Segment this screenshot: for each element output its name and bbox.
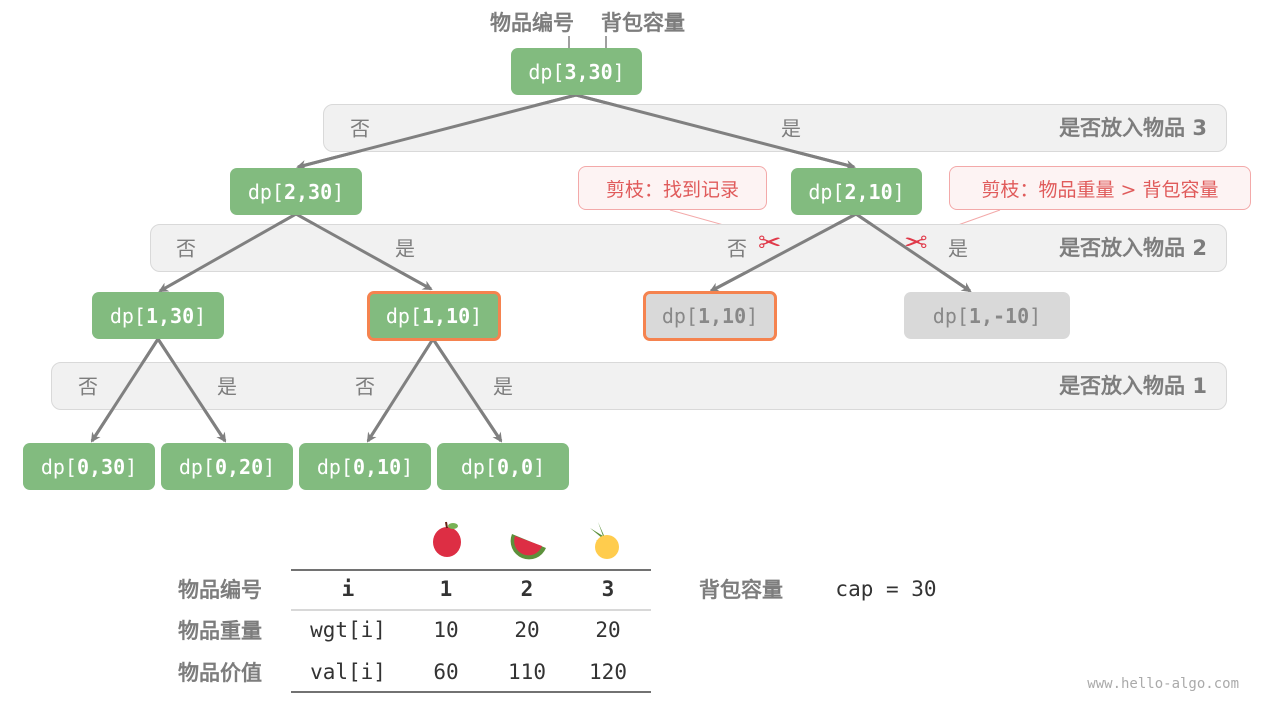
node-dp-0-10: dp[0,10] [299,443,431,490]
band-yes-label: 是 [217,374,237,399]
callout-prune-overweight: 剪枝：物品重量 > 背包容量 [949,166,1251,210]
item-index-label: 物品编号 [490,11,574,35]
band-no-label: 否 [176,236,196,261]
table-cell: 3 [601,577,615,601]
table-cell: 10 [433,618,459,642]
node-dp-0-30: dp[0,30] [23,443,155,490]
table-cell: val[i] [310,660,386,684]
row-label: 物品价值 [178,661,262,685]
row-label: 物品编号 [178,578,262,602]
node-dp-2-10: dp[2,10] [791,168,922,215]
band-title: 是否放入物品 3 [1059,116,1207,140]
table-cell: i [341,577,355,601]
band-title: 是否放入物品 1 [1059,374,1207,398]
band-yes-label: 是 [781,116,801,141]
table-cell: wgt[i] [310,618,386,642]
scissors-icon: ✂ [758,226,782,259]
band-no-label: 否 [350,116,370,141]
band-no-label: 否 [78,374,98,399]
node-dp-1-30: dp[1,30] [92,292,224,339]
capacity-value: cap = 30 [835,577,937,601]
capacity-label: 背包容量 [601,11,685,35]
table-cell: 1 [439,577,453,601]
table-cell: 20 [595,618,621,642]
band-no-label: 否 [355,374,375,399]
row-label: 物品重量 [178,619,262,643]
callout-prune-found: 剪枝：找到记录 [578,166,767,210]
table-cell: 60 [433,660,459,684]
band-yes-label: 是 [493,374,513,399]
node-dp-1-10: dp[1,10] [367,291,501,341]
node-dp-3-30: dp[3,30] [511,48,642,95]
node-dp-1-10-pruned: dp[1,10] [643,291,777,341]
decision-band-item-1 [51,362,1227,410]
table-cell: 20 [514,618,540,642]
node-dp-2-30: dp[2,30] [230,168,362,215]
node-dp-1-neg10-pruned: dp[1,-10] [904,292,1070,339]
table-cell: 110 [508,660,546,684]
node-dp-0-0: dp[0,0] [437,443,569,490]
table-cell: 120 [589,660,627,684]
scissors-icon: ✂ [904,226,928,259]
node-dp-0-20: dp[0,20] [161,443,293,490]
watermark: www.hello-algo.com [1087,676,1239,692]
band-no-label: 否 [727,236,747,261]
band-yes-label: 是 [948,236,968,261]
band-yes-label: 是 [395,236,415,261]
band-title: 是否放入物品 2 [1059,236,1207,260]
capacity-table-label: 背包容量 [699,578,783,602]
table-cell: 2 [520,577,534,601]
